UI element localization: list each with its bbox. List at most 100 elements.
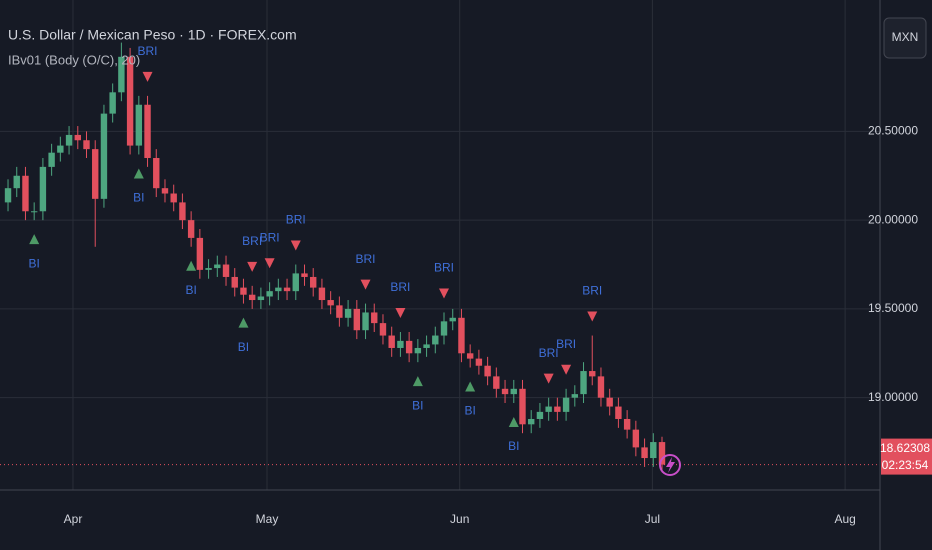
bri-label: BRI <box>138 44 158 58</box>
x-tick-label: Jul <box>645 512 660 526</box>
bri-label: BRI <box>556 337 576 351</box>
bi-marker <box>133 168 144 179</box>
x-tick-label: May <box>256 512 279 526</box>
candle-body <box>39 166 47 212</box>
bi-label: BI <box>238 340 249 354</box>
candle-body <box>475 358 483 366</box>
bi-label: BI <box>185 283 196 297</box>
candle-body <box>13 175 20 189</box>
bi-marker <box>29 234 40 245</box>
candle-body <box>379 323 387 336</box>
candle-body <box>126 56 134 146</box>
candle-body <box>458 317 465 354</box>
candle-body <box>231 276 238 288</box>
candle-body <box>65 134 73 146</box>
x-tick-label: Aug <box>834 512 855 526</box>
chart-title: U.S. Dollar / Mexican Peso · 1D · FOREX.… <box>8 27 297 43</box>
bi-label: BI <box>29 256 40 270</box>
candle-body <box>275 287 282 292</box>
indicator-label: IBv01 (Body (O/C), 20) <box>8 52 140 67</box>
candle-body <box>92 149 99 199</box>
candle-body <box>623 418 631 430</box>
bri-label: BRI <box>582 284 602 298</box>
candle-body <box>440 321 448 336</box>
candle-body <box>344 308 352 318</box>
bri-marker <box>247 261 258 272</box>
candle-body <box>30 211 38 213</box>
candle-body <box>589 371 596 377</box>
currency-button[interactable] <box>883 17 927 59</box>
candle-body <box>388 335 395 348</box>
candle-body <box>170 193 177 203</box>
candle-body <box>650 442 657 459</box>
candle-body <box>118 56 125 93</box>
candle-body <box>545 406 552 412</box>
candle-body <box>336 305 343 318</box>
candle-body <box>562 397 570 412</box>
lightning-icon[interactable] <box>659 454 681 476</box>
candle-body <box>318 287 326 301</box>
x-tick-label: Apr <box>64 512 83 526</box>
candle-body <box>423 344 430 348</box>
candle-body <box>310 276 317 288</box>
candle-body <box>580 371 587 395</box>
x-tick-label: Jun <box>450 512 469 526</box>
candle-body <box>205 268 212 270</box>
candle-body <box>353 308 361 331</box>
last-price-label: 18.62308 <box>880 441 930 455</box>
candle-body <box>658 442 666 465</box>
bri-marker <box>360 279 371 290</box>
bi-label: BI <box>133 191 144 205</box>
countdown-label: 02:23:54 <box>882 458 929 472</box>
candle-body <box>449 317 456 322</box>
candle-body <box>606 397 613 407</box>
bi-marker <box>186 260 197 271</box>
bi-marker <box>238 317 249 328</box>
candle-body <box>432 335 439 345</box>
bri-marker <box>290 240 301 251</box>
bri-label: BRI <box>356 252 376 266</box>
candle-body <box>257 296 265 301</box>
candle-body <box>510 388 517 395</box>
candle-body <box>327 300 334 306</box>
candle-body <box>519 388 526 425</box>
currency-button-label[interactable]: MXN <box>892 30 919 44</box>
candle-body <box>301 273 308 277</box>
candle-body <box>135 104 143 146</box>
candle-body <box>371 312 378 324</box>
candle-body <box>179 202 186 221</box>
candle-body <box>466 353 474 359</box>
candle-body <box>222 264 230 277</box>
bri-label: BRI <box>539 346 559 360</box>
candle-body <box>22 175 29 212</box>
candle-body <box>362 312 369 331</box>
candle-body <box>248 294 256 301</box>
bi-marker <box>508 417 519 428</box>
candle-body <box>632 429 640 448</box>
candle-body <box>153 158 160 189</box>
candle-body <box>571 394 579 398</box>
candle-body <box>196 237 204 270</box>
candle-body <box>484 365 491 377</box>
bi-label: BI <box>412 398 423 412</box>
candle-body <box>528 418 535 425</box>
bri-marker <box>543 373 554 384</box>
candle-body <box>144 104 151 159</box>
bri-marker <box>264 258 275 269</box>
candle-body <box>597 376 605 398</box>
candle-body <box>214 264 221 269</box>
candle-body <box>414 347 422 354</box>
bri-marker <box>395 307 406 318</box>
candle-body <box>187 220 195 238</box>
candle-body <box>161 188 169 194</box>
candle-body <box>292 273 299 292</box>
candle-body <box>405 340 413 354</box>
candle-body <box>501 388 509 395</box>
candle-body <box>4 188 12 203</box>
candle-body <box>554 406 561 412</box>
candle-body <box>266 291 273 297</box>
candle-body <box>641 447 648 459</box>
